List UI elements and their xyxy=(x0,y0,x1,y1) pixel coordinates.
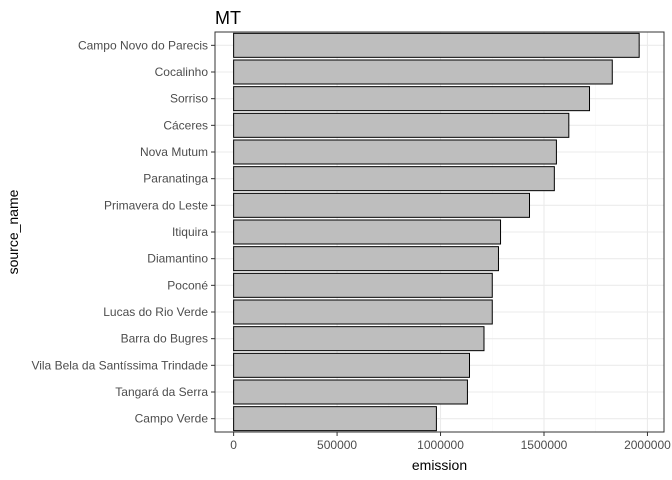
y-tick-label: Campo Novo do Parecis xyxy=(78,38,208,52)
bar xyxy=(233,59,613,85)
y-tick-label: Cocalinho xyxy=(155,65,209,79)
chart-title: MT xyxy=(215,8,241,28)
y-tick-label: Paranatinga xyxy=(143,172,208,186)
x-tick-label: 500000 xyxy=(317,438,357,452)
y-tick-label: Nova Mutum xyxy=(140,145,208,159)
bar xyxy=(233,352,471,378)
y-tick-label: Lucas do Rio Verde xyxy=(103,305,208,319)
bar xyxy=(233,406,437,432)
y-tick-label: Sorriso xyxy=(170,92,208,106)
bar xyxy=(233,32,640,58)
bar xyxy=(233,299,493,325)
y-axis: Campo Novo do Parecis Cocalinho Sorriso Các… xyxy=(31,38,215,426)
bars xyxy=(233,32,640,432)
y-tick-label: Vila Bela da Santíssima Trindade xyxy=(31,358,208,372)
y-tick-label: Diamantino xyxy=(147,252,208,266)
bar xyxy=(233,379,468,405)
x-tick-label: 1500000 xyxy=(521,438,568,452)
bar xyxy=(233,246,499,272)
x-axis: 0 500000 1000000 1500000 2000000 xyxy=(230,432,671,452)
bar xyxy=(233,326,485,352)
y-tick-label: Poconé xyxy=(167,278,208,292)
panel-border xyxy=(214,31,665,433)
x-tick-label: 2000000 xyxy=(624,438,671,452)
y-tick-label: Barra do Bugres xyxy=(121,332,208,346)
y-tick-label: Tangará da Serra xyxy=(115,385,208,399)
bar xyxy=(233,86,591,112)
x-tick-label: 1000000 xyxy=(417,438,464,452)
bar xyxy=(233,166,555,192)
y-axis-title: source_name xyxy=(5,189,21,274)
bar xyxy=(233,272,493,298)
bar xyxy=(233,219,502,245)
bar xyxy=(233,112,570,138)
y-tick-label: Cáceres xyxy=(163,118,208,132)
y-tick-label: Itiquira xyxy=(172,225,208,239)
x-axis-title: emission xyxy=(412,457,467,473)
x-tick-label: 0 xyxy=(230,438,237,452)
y-tick-label: Campo Verde xyxy=(135,412,209,426)
bar xyxy=(233,139,557,165)
y-tick-label: Primavera do Leste xyxy=(104,198,208,212)
bar xyxy=(233,192,531,218)
